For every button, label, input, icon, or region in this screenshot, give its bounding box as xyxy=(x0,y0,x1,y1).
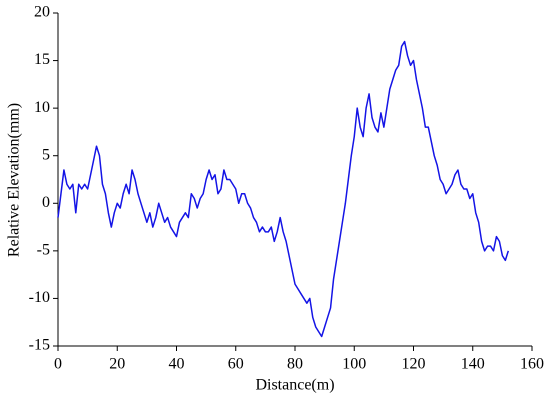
x-tick-label: 40 xyxy=(169,356,185,373)
data-line xyxy=(57,40,510,338)
x-tick-label: 80 xyxy=(287,356,303,373)
x-tick-label: 0 xyxy=(54,356,62,373)
y-tick-label: 5 xyxy=(42,146,50,163)
x-tick-label: 100 xyxy=(342,356,366,373)
y-tick-label: 10 xyxy=(34,99,50,116)
y-tick-label: 0 xyxy=(42,194,50,211)
y-axis-label: Relative Elevation(mm) xyxy=(6,103,23,257)
x-tick-label: 60 xyxy=(228,356,244,373)
x-tick-label: 120 xyxy=(402,356,426,373)
y-tick-label: -10 xyxy=(29,289,50,306)
y-tick-label: 15 xyxy=(34,51,50,68)
x-tick-label: 160 xyxy=(520,356,544,373)
x-tick-label: 140 xyxy=(461,356,485,373)
y-tick-label: 20 xyxy=(34,4,50,21)
y-tick-label: -5 xyxy=(37,242,50,259)
x-axis-label: Distance(m) xyxy=(255,377,334,394)
y-tick-label: -15 xyxy=(29,337,50,354)
x-tick-label: 20 xyxy=(109,356,125,373)
